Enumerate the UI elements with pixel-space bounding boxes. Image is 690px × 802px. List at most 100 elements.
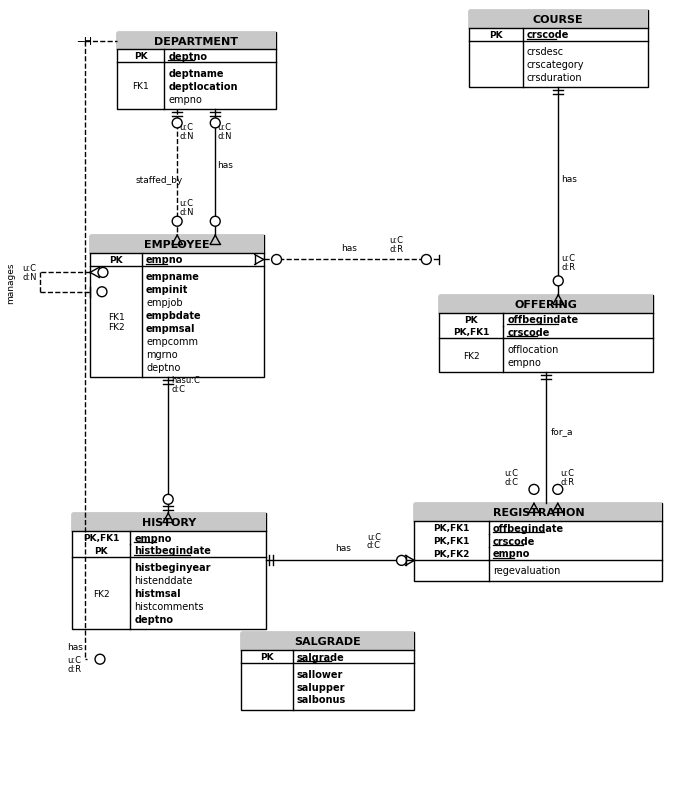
Bar (72, 513, 266, 630)
Text: COURSE: COURSE (533, 14, 584, 25)
Bar (469, 10, 647, 29)
Text: u:C: u:C (23, 264, 37, 273)
Text: u:C: u:C (367, 532, 381, 541)
Circle shape (397, 556, 406, 565)
Text: has: has (217, 161, 233, 170)
Text: empinit: empinit (146, 285, 188, 295)
Text: REGISTRATION: REGISTRATION (493, 508, 584, 517)
Text: sallower: sallower (297, 669, 343, 678)
Text: u:C: u:C (561, 253, 575, 262)
Text: d:R: d:R (561, 478, 575, 487)
Bar (415, 504, 662, 521)
Text: has: has (335, 544, 351, 553)
Circle shape (529, 485, 539, 495)
Bar (241, 633, 415, 650)
Text: crscategory: crscategory (526, 60, 584, 70)
Circle shape (97, 287, 107, 298)
Text: regevaluation: regevaluation (493, 565, 560, 576)
Text: d:R: d:R (67, 664, 81, 673)
Text: d:R: d:R (561, 262, 575, 272)
Text: crsduration: crsduration (526, 73, 582, 83)
Text: deptname: deptname (168, 69, 224, 79)
Text: deptno: deptno (168, 52, 208, 62)
Text: hasu:C: hasu:C (171, 375, 200, 385)
Text: PK: PK (109, 256, 123, 265)
Bar (72, 513, 266, 532)
Text: u:C: u:C (390, 235, 404, 245)
Text: has: has (67, 642, 83, 651)
Text: u:C: u:C (504, 469, 518, 478)
Text: PK,FK2: PK,FK2 (433, 549, 470, 558)
Text: d:R: d:R (390, 245, 404, 253)
Bar (241, 633, 415, 710)
Text: d:N: d:N (23, 273, 37, 282)
Text: u:C: u:C (179, 123, 193, 132)
Text: d:C: d:C (504, 478, 518, 487)
Circle shape (272, 255, 282, 265)
Text: EMPLOYEE: EMPLOYEE (144, 240, 210, 249)
Text: empno: empno (146, 255, 184, 265)
Text: u:C: u:C (179, 199, 193, 208)
Text: deptno: deptno (146, 363, 181, 372)
Text: OFFERING: OFFERING (515, 299, 578, 310)
Circle shape (553, 485, 563, 495)
Circle shape (95, 654, 105, 664)
Bar (440, 295, 653, 373)
Text: histbegindate: histbegindate (135, 546, 211, 556)
Text: PK,FK1: PK,FK1 (453, 328, 489, 337)
Text: deptno: deptno (135, 614, 173, 624)
Text: FK2: FK2 (93, 589, 110, 598)
Text: histenddate: histenddate (135, 576, 193, 585)
Text: crscode: crscode (526, 30, 569, 40)
Text: crscode: crscode (493, 536, 535, 546)
Text: empno: empno (168, 95, 202, 104)
Text: histmsal: histmsal (135, 589, 181, 598)
Text: empname: empname (146, 272, 200, 282)
Text: u:C: u:C (67, 655, 81, 664)
Text: d:N: d:N (179, 208, 194, 217)
Text: d:N: d:N (217, 132, 232, 140)
Text: mgrno: mgrno (146, 350, 178, 359)
Text: PK: PK (260, 652, 274, 662)
Bar (440, 295, 653, 314)
Circle shape (172, 217, 182, 227)
Circle shape (553, 277, 563, 286)
Text: u:C: u:C (561, 469, 575, 478)
Text: salbonus: salbonus (297, 695, 346, 704)
Text: HISTORY: HISTORY (142, 517, 196, 528)
Text: empno: empno (493, 549, 530, 559)
Bar (415, 504, 662, 581)
Text: crscode: crscode (507, 327, 549, 338)
Text: PK,FK1: PK,FK1 (433, 537, 470, 545)
Bar (117, 33, 275, 110)
Circle shape (172, 119, 182, 129)
Text: empcomm: empcomm (146, 337, 198, 346)
Bar (90, 236, 264, 253)
Text: PK: PK (134, 52, 148, 61)
Text: empmsal: empmsal (146, 323, 195, 334)
Text: has: has (342, 243, 357, 253)
Text: offbegindate: offbegindate (493, 523, 564, 533)
Text: FK1: FK1 (132, 82, 149, 91)
Text: PK: PK (95, 546, 108, 555)
Text: SALGRADE: SALGRADE (294, 637, 361, 646)
Text: PK,FK1: PK,FK1 (433, 524, 470, 533)
Text: empno: empno (135, 533, 172, 543)
Text: ─H: ─H (77, 36, 92, 47)
Text: offlocation: offlocation (507, 344, 559, 354)
Text: FK1
FK2: FK1 FK2 (108, 313, 124, 332)
Circle shape (422, 255, 431, 265)
Text: PK,FK1: PK,FK1 (83, 533, 119, 542)
Text: empno: empno (507, 358, 541, 367)
Text: u:C: u:C (217, 123, 231, 132)
Circle shape (164, 495, 173, 504)
Text: empjob: empjob (146, 298, 183, 308)
Text: d:C: d:C (171, 385, 185, 394)
Bar (469, 10, 647, 88)
Text: manages: manages (6, 262, 15, 303)
Text: d:C: d:C (367, 541, 381, 550)
Text: staffed_by: staffed_by (135, 176, 183, 184)
Text: has: has (561, 175, 577, 184)
Text: offbegindate: offbegindate (507, 314, 578, 325)
Text: histcomments: histcomments (135, 602, 204, 611)
